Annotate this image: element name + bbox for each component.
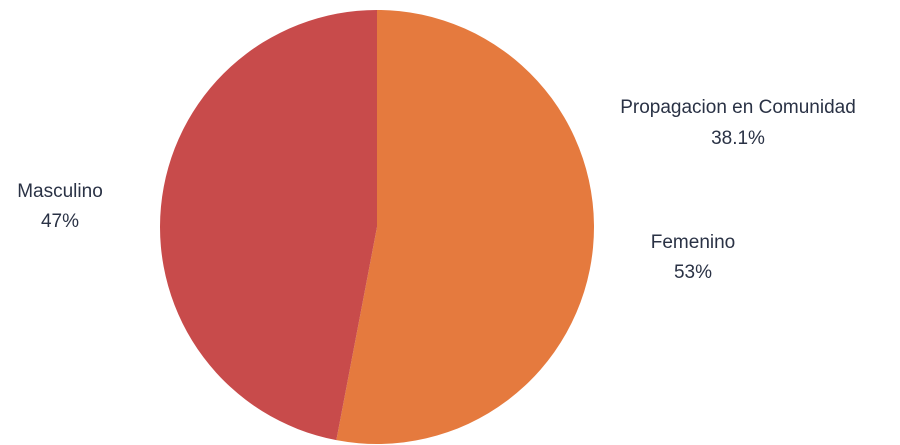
slice-value-femenino: 53% <box>674 262 712 283</box>
slice-label-masculino: Masculino <box>17 181 103 202</box>
pie-slice-femenino <box>336 10 594 445</box>
slice-label-femenino: Femenino <box>651 232 736 253</box>
pie-slice-masculino <box>160 10 377 441</box>
annotation-value: 38.1% <box>711 128 765 149</box>
pie-slices <box>160 10 594 445</box>
slice-value-masculino: 47% <box>41 211 79 232</box>
annotation-label: Propagacion en Comunidad <box>620 97 856 118</box>
